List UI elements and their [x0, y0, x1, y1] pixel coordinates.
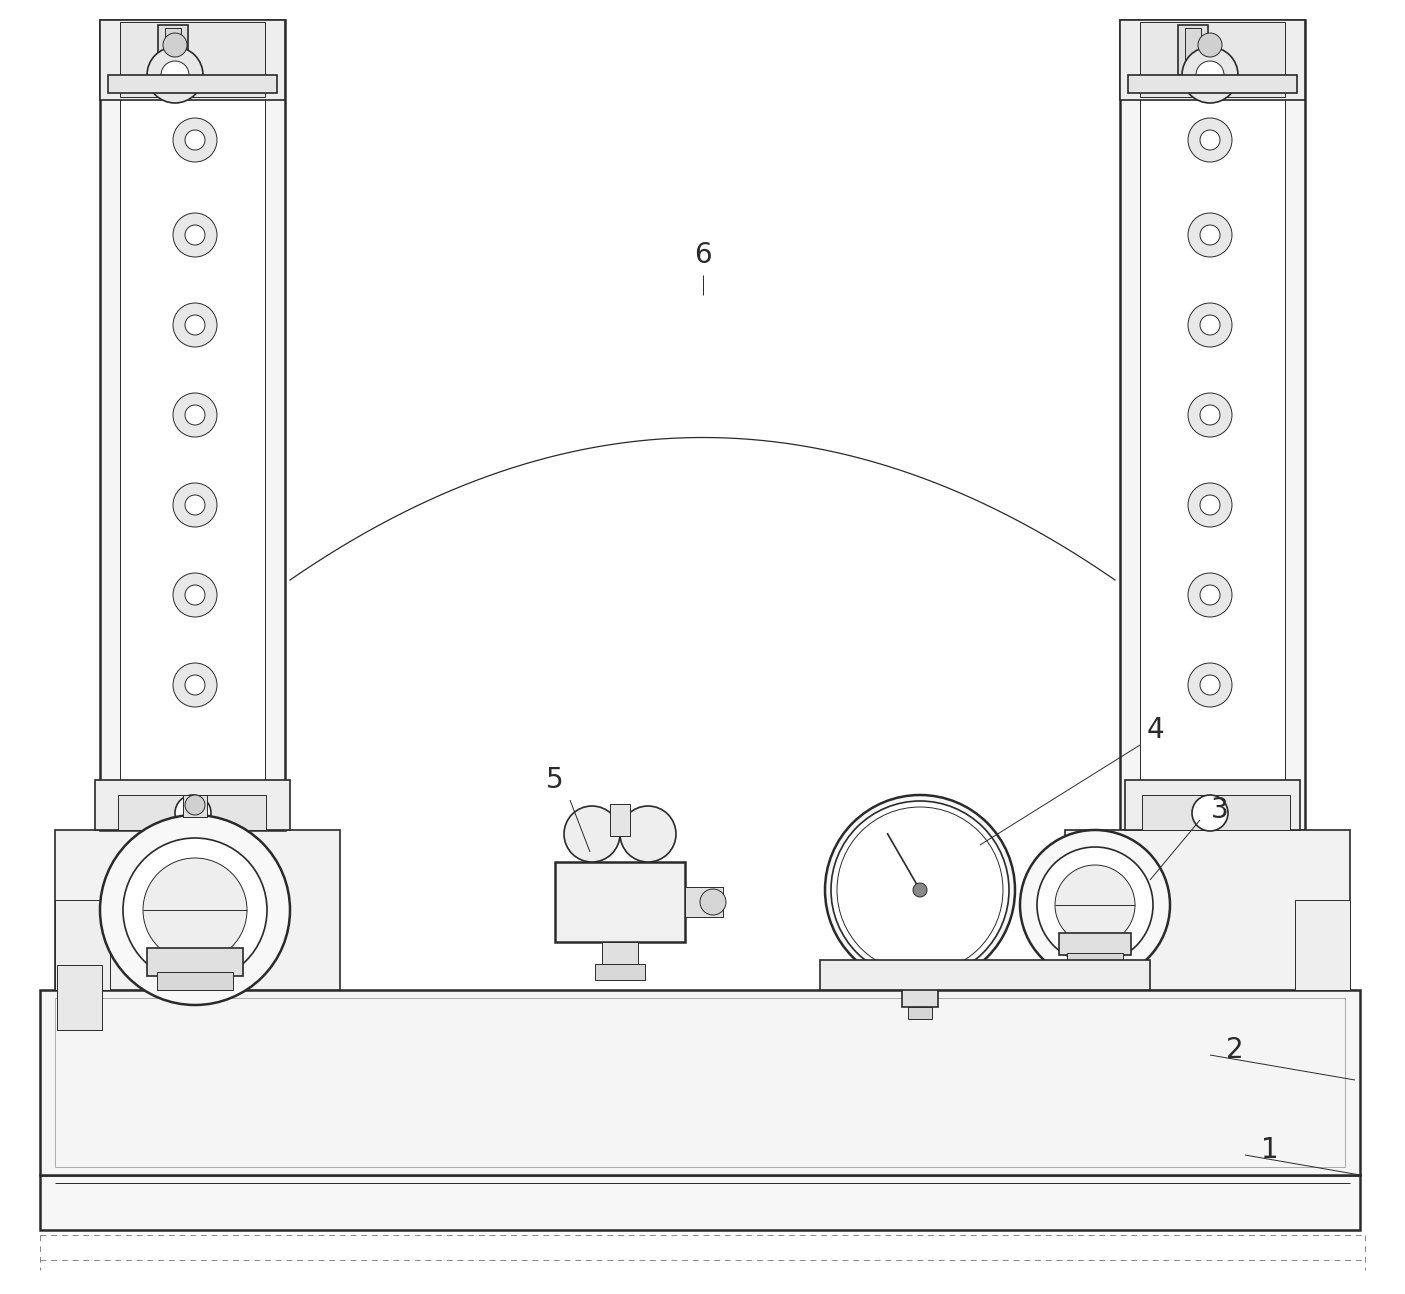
Bar	[1177, 25, 1208, 75]
Bar	[1120, 19, 1305, 100]
Circle shape	[173, 118, 216, 162]
Bar	[164, 28, 181, 63]
Circle shape	[185, 585, 205, 606]
Circle shape	[173, 303, 216, 347]
Bar	[902, 985, 939, 1007]
Circle shape	[1182, 47, 1238, 104]
Circle shape	[563, 806, 620, 862]
Text: 2: 2	[1227, 1036, 1243, 1064]
Bar	[1295, 901, 1350, 990]
Circle shape	[1189, 118, 1232, 162]
Bar	[118, 795, 266, 829]
Circle shape	[173, 214, 216, 258]
Circle shape	[1189, 214, 1232, 258]
Bar	[96, 780, 289, 829]
Bar	[610, 804, 629, 836]
Bar	[1120, 19, 1305, 829]
Circle shape	[837, 807, 1003, 973]
Circle shape	[1200, 225, 1220, 245]
Bar	[39, 1175, 1360, 1231]
Circle shape	[1191, 795, 1228, 831]
Circle shape	[173, 483, 216, 527]
Circle shape	[1196, 61, 1224, 89]
Bar	[1065, 829, 1350, 990]
Text: 5: 5	[547, 766, 563, 795]
Circle shape	[830, 801, 1009, 980]
Circle shape	[1189, 303, 1232, 347]
Circle shape	[1200, 675, 1220, 695]
Bar	[55, 829, 340, 990]
Circle shape	[1200, 314, 1220, 335]
Circle shape	[1055, 864, 1135, 945]
Bar	[1139, 22, 1286, 97]
Bar	[1184, 28, 1201, 63]
Bar	[1142, 795, 1290, 829]
Circle shape	[1200, 496, 1220, 515]
Circle shape	[700, 889, 726, 915]
Circle shape	[148, 47, 202, 104]
Circle shape	[1020, 829, 1170, 980]
Bar	[157, 972, 233, 990]
Circle shape	[913, 883, 927, 897]
Bar	[908, 1007, 932, 1018]
Bar	[1128, 75, 1297, 93]
Circle shape	[163, 34, 187, 57]
Circle shape	[176, 795, 211, 831]
Circle shape	[173, 393, 216, 437]
Circle shape	[1198, 34, 1222, 57]
Bar	[1059, 933, 1131, 955]
Bar	[183, 795, 207, 817]
Circle shape	[124, 839, 267, 982]
Bar	[55, 901, 110, 990]
Circle shape	[1200, 405, 1220, 424]
Circle shape	[1189, 663, 1232, 707]
Circle shape	[185, 675, 205, 695]
Text: 6: 6	[694, 241, 712, 269]
Bar	[39, 990, 1360, 1175]
Text: 4: 4	[1146, 716, 1163, 744]
Circle shape	[143, 858, 247, 961]
Circle shape	[173, 663, 216, 707]
Bar	[55, 998, 1345, 1167]
Circle shape	[620, 806, 676, 862]
Circle shape	[185, 496, 205, 515]
Bar	[686, 886, 724, 917]
Circle shape	[185, 795, 205, 815]
Bar	[100, 19, 285, 100]
Bar	[108, 75, 277, 93]
Circle shape	[162, 61, 190, 89]
Circle shape	[1200, 585, 1220, 606]
Bar	[100, 19, 285, 829]
Circle shape	[185, 129, 205, 150]
Bar	[601, 942, 638, 964]
Bar	[58, 965, 103, 1030]
Circle shape	[825, 795, 1014, 985]
Bar	[119, 22, 266, 97]
Circle shape	[1200, 129, 1220, 150]
Bar	[119, 50, 266, 780]
Circle shape	[1189, 393, 1232, 437]
Bar	[1139, 50, 1286, 780]
Circle shape	[185, 405, 205, 424]
Bar	[157, 25, 188, 75]
Circle shape	[1189, 573, 1232, 617]
Bar	[594, 964, 645, 980]
Circle shape	[1037, 848, 1154, 963]
Bar	[821, 960, 1151, 990]
Bar	[1125, 780, 1300, 829]
Bar	[148, 949, 243, 976]
Circle shape	[185, 314, 205, 335]
Bar	[1066, 952, 1123, 968]
Text: 3: 3	[1211, 796, 1229, 824]
Circle shape	[185, 225, 205, 245]
Circle shape	[1189, 483, 1232, 527]
Circle shape	[173, 573, 216, 617]
Text: 1: 1	[1262, 1136, 1279, 1165]
Bar	[555, 862, 686, 942]
Circle shape	[100, 815, 289, 1005]
